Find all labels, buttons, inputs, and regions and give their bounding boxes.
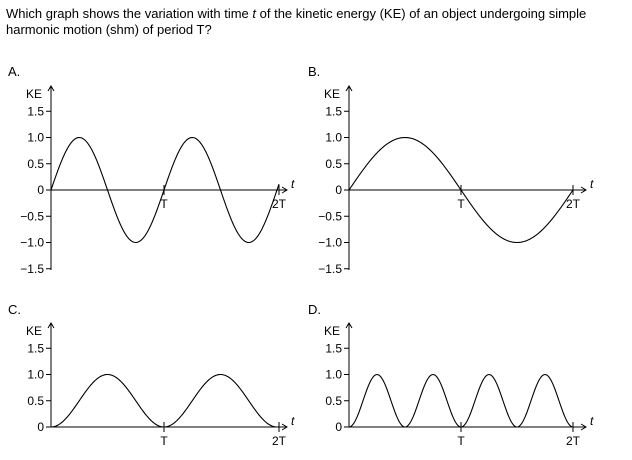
- ke-curve: [50, 373, 280, 428]
- y-tick-label: 1.0: [325, 131, 342, 145]
- ke-curve: [348, 136, 574, 244]
- x-tick-label: T: [457, 434, 465, 448]
- x-axis-title: t: [291, 177, 295, 191]
- x-tick-label: 2T: [272, 197, 287, 211]
- y-tick-label: 0: [335, 183, 342, 197]
- y-tick-label: −1.5: [318, 262, 342, 276]
- option-c-label[interactable]: C.: [8, 302, 21, 317]
- graph-b[interactable]: KE t 1.5 1.0 0.5 0 −0.5 −1.0 −1.5 T 2T: [318, 85, 594, 276]
- y-axis-title: KE: [26, 87, 42, 101]
- y-axis-title: KE: [26, 324, 42, 338]
- question-part1: Which graph shows the variation with tim…: [6, 6, 253, 21]
- option-d-label[interactable]: D.: [308, 302, 321, 317]
- y-tick-label: −0.5: [20, 209, 44, 223]
- x-axis-arrow: [580, 423, 587, 431]
- y-tick-label: 0.5: [27, 394, 44, 408]
- x-tick-label: 2T: [566, 434, 581, 448]
- option-b-label[interactable]: B.: [308, 64, 321, 79]
- x-tick-label: T: [457, 197, 465, 211]
- x-tick-label: 2T: [566, 197, 581, 211]
- x-axis-title: t: [590, 414, 594, 428]
- y-tick-label: 0: [37, 183, 44, 197]
- y-tick-label: 1.5: [27, 341, 44, 355]
- x-axis-title: t: [291, 414, 295, 428]
- y-tick-label: 1.5: [325, 104, 342, 118]
- y-tick-label: 1.0: [325, 368, 342, 382]
- y-axis-arrow: [345, 85, 353, 92]
- y-axis-arrow: [47, 85, 55, 92]
- y-tick-label: −1.0: [20, 236, 44, 250]
- y-tick-label: 1.5: [325, 341, 342, 355]
- y-axis-arrow: [47, 322, 55, 329]
- y-tick-label: 1.5: [27, 104, 44, 118]
- y-tick-label: −1.0: [318, 236, 342, 250]
- y-axis-arrow: [345, 322, 353, 329]
- y-tick-label: 0: [335, 420, 342, 434]
- y-tick-label: 0.5: [325, 157, 342, 171]
- y-tick-label: 1.0: [27, 131, 44, 145]
- graph-d[interactable]: KE t 1.5 1.0 0.5 0 T 2T: [324, 322, 594, 448]
- x-axis-arrow: [281, 423, 288, 431]
- x-axis-arrow: [281, 186, 288, 194]
- y-tick-label: −0.5: [318, 209, 342, 223]
- y-tick-label: −1.5: [20, 262, 44, 276]
- y-tick-label: 0.5: [27, 157, 44, 171]
- graph-a[interactable]: KE t 1.5 1.0 0.5 0 −0.5 −1.0 −1.5 T 2T: [20, 85, 295, 276]
- graph-c[interactable]: KE t 1.5 1.0 0.5 0 T 2T: [26, 322, 295, 448]
- x-axis-title: t: [590, 177, 594, 191]
- question-t: t: [252, 6, 257, 21]
- y-tick-label: 0.5: [325, 394, 342, 408]
- y-tick-label: 1.0: [27, 368, 44, 382]
- question-part2: of the kinetic energy (KE) of an object …: [6, 6, 587, 37]
- x-tick-label: 2T: [272, 434, 287, 448]
- option-a-label[interactable]: A.: [8, 64, 21, 79]
- y-axis-title: KE: [324, 324, 340, 338]
- x-tick-label: T: [160, 197, 168, 211]
- x-axis-arrow: [580, 186, 587, 194]
- question-text: Which graph shows the variation with tim…: [6, 6, 626, 38]
- y-axis-title: KE: [324, 87, 340, 101]
- y-tick-label: 0: [37, 420, 44, 434]
- ke-curve: [348, 373, 574, 428]
- ke-curve: [50, 136, 280, 244]
- x-tick-label: T: [160, 434, 168, 448]
